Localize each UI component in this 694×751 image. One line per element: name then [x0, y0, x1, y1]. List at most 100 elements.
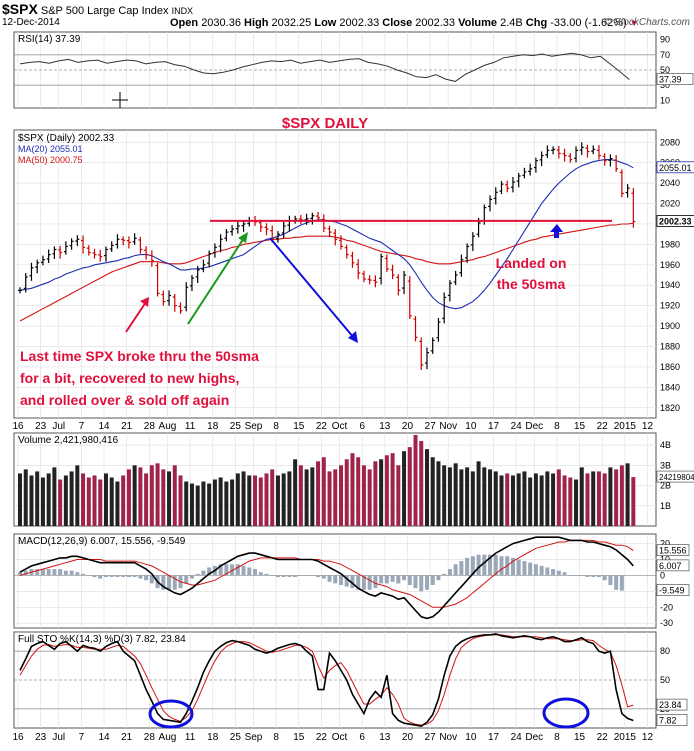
- x-axis-label: 16: [12, 421, 24, 432]
- rsi-last-label: 37.39: [659, 75, 682, 85]
- volume-bar: [103, 473, 108, 526]
- sto-last-box: [656, 714, 688, 726]
- x-axis-label: 18: [207, 421, 219, 432]
- macd-hist-bar: [23, 570, 28, 576]
- volume-bar: [602, 473, 607, 526]
- x-axis-label: Nov: [439, 421, 457, 432]
- x-axis-label: 13: [379, 732, 391, 743]
- macd-hist-bar: [40, 569, 45, 576]
- x-axis-label: 21: [121, 421, 133, 432]
- volume-bar: [459, 469, 464, 526]
- high-value: 2032.25: [271, 17, 312, 29]
- rsi-tick-label: 10: [660, 95, 670, 105]
- symbol-line: $SPX S&P 500 Large Cap Index INDX: [2, 1, 193, 17]
- x-axis-label: 20: [402, 732, 414, 743]
- macd-hist-bar: [596, 575, 601, 578]
- rsi-tick-label: 30: [660, 80, 670, 90]
- macd-hist-bar: [436, 575, 441, 581]
- macd-hist-bar: [258, 572, 263, 576]
- oversold-circle-aug: [148, 699, 194, 729]
- price-tick-label: 1860: [660, 362, 680, 372]
- x-axis-label: 22: [316, 421, 328, 432]
- macd-hist-bar: [121, 575, 126, 578]
- macd-hist-bar: [189, 575, 194, 579]
- volume-bar: [241, 471, 246, 526]
- macd-hist-bar: [310, 575, 315, 576]
- volume-bar: [591, 471, 596, 526]
- green-arrowhead: [238, 232, 248, 243]
- annotation-last-time: and rolled over & sold off again: [20, 392, 229, 408]
- volume-bar: [258, 477, 263, 526]
- volume-bar: [470, 471, 475, 526]
- volume-bar: [69, 471, 74, 526]
- price-tick-label: 1920: [660, 301, 680, 311]
- blue-arrowhead: [348, 331, 358, 343]
- macd-hist-bar: [493, 554, 498, 576]
- volume-bar: [516, 473, 521, 526]
- volume-bar: [476, 461, 481, 526]
- x-axis-label: 8: [554, 421, 560, 432]
- x-axis-label: 7: [79, 732, 85, 743]
- down-arrow-icon: ▼: [629, 18, 639, 28]
- macd-hist-bar: [138, 575, 143, 579]
- red-arrowhead: [140, 297, 149, 307]
- volume-bar: [195, 485, 200, 526]
- volume-bar: [293, 459, 298, 526]
- macd-hist-bar: [63, 570, 68, 576]
- volume-bar: [579, 467, 584, 526]
- volume-bar: [465, 467, 470, 526]
- x-axis-label: 2015: [614, 421, 637, 432]
- x-axis-label: 14: [98, 732, 110, 743]
- macd-hist-bar: [58, 569, 63, 576]
- sto-last-label: 23.84: [659, 700, 682, 710]
- volume-bar: [522, 471, 527, 526]
- macd-hist-bar: [602, 575, 607, 581]
- x-axis-label: 25: [230, 421, 242, 432]
- macd-hist-bar: [442, 573, 447, 576]
- ma20-last-box: [656, 161, 694, 174]
- x-axis-label: Jul: [52, 421, 65, 432]
- x-axis-label: 18: [207, 732, 219, 743]
- volume-bar: [310, 467, 315, 526]
- macd-hist-bar: [510, 557, 515, 576]
- x-axis-label: 21: [121, 732, 133, 743]
- close-last-label: 2002.33: [659, 217, 692, 227]
- price-tick-label: 1820: [660, 403, 680, 413]
- price-tick-label: 2040: [660, 178, 680, 188]
- macd-hist-bar: [281, 575, 286, 578]
- volume-bar: [333, 469, 338, 526]
- macd-hist-bar: [568, 575, 573, 576]
- macd-hist-bar: [144, 575, 149, 581]
- macd-hist-bar: [356, 575, 361, 590]
- ma20-last-label: 2055.01: [659, 163, 692, 173]
- sto-last-box: [656, 698, 688, 711]
- x-axis-label: Oct: [332, 421, 348, 432]
- macd-hist-bar: [488, 554, 493, 576]
- volume-bar: [619, 465, 624, 526]
- x-axis-label: 24: [511, 421, 523, 432]
- volume-bar: [384, 455, 389, 526]
- index-name: S&P 500 Large Cap Index: [40, 5, 169, 17]
- oversold-circle-dec: [542, 697, 590, 729]
- volume-bar: [235, 473, 240, 526]
- macd-hist-bar: [608, 575, 613, 585]
- volume-bar: [167, 471, 172, 526]
- macd-hist-bar: [516, 559, 521, 576]
- x-axis-label: 14: [98, 421, 110, 432]
- rsi-tick-label: 70: [660, 50, 670, 60]
- vol-last-box: [656, 470, 694, 483]
- x-axis-label: 28: [144, 421, 156, 432]
- volume-bar: [407, 447, 412, 526]
- volume-bar: [155, 463, 160, 526]
- volume-bar: [356, 457, 361, 526]
- macd-last-label: 15.556: [659, 546, 687, 556]
- macd-hist-bar: [459, 561, 464, 576]
- volume-bar: [253, 475, 258, 526]
- high-label: High: [244, 17, 269, 29]
- symbol: $SPX: [2, 1, 38, 17]
- volume-bar: [218, 477, 223, 526]
- vol-tick-label: 1B: [660, 501, 671, 511]
- macd-tick-label: 0: [660, 570, 665, 580]
- volume-title: Volume 2,421,980,416: [18, 435, 119, 446]
- volume-bar: [562, 475, 567, 526]
